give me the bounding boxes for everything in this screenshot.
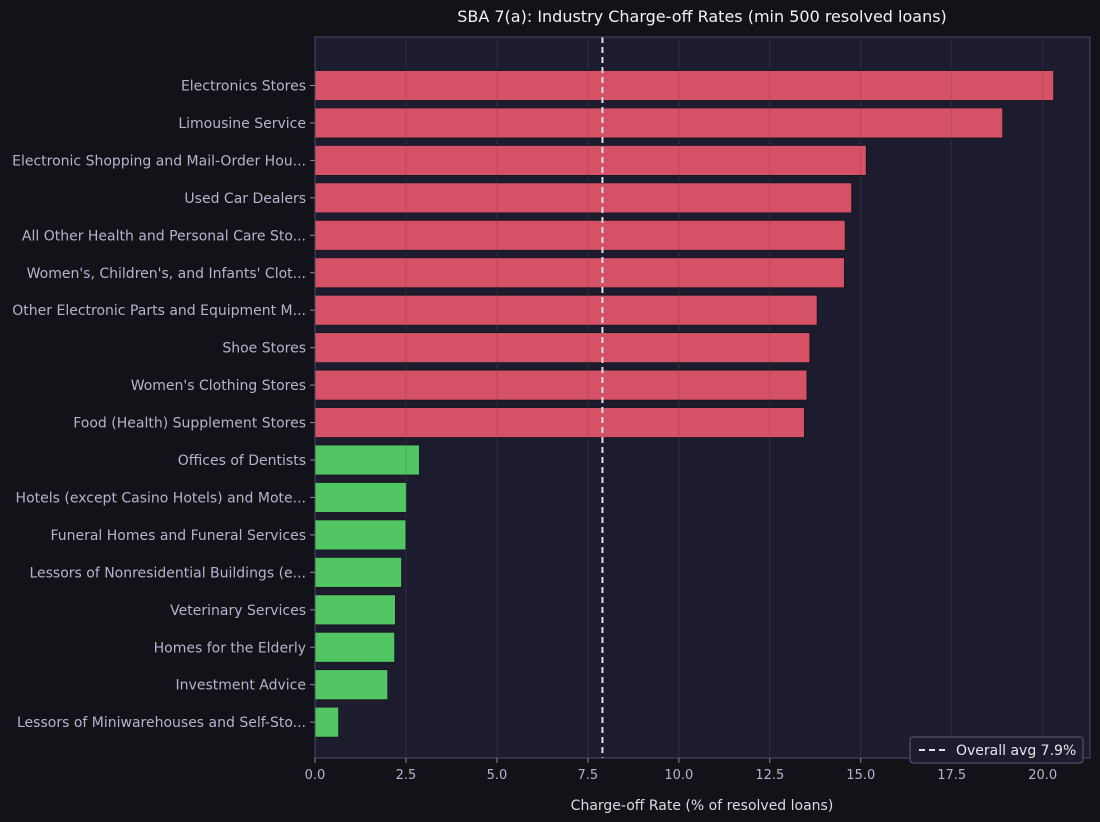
x-tick-label: 20.0 xyxy=(1028,768,1057,783)
bar xyxy=(314,144,867,176)
category-label: Funeral Homes and Funeral Services xyxy=(50,528,306,544)
legend-box xyxy=(909,736,1084,764)
category-label: Limousine Service xyxy=(178,116,306,132)
legend: Overall avg 7.9% xyxy=(909,736,1084,764)
bar xyxy=(314,519,407,551)
x-tick-label: 2.5 xyxy=(396,768,417,783)
category-label: Used Car Dealers xyxy=(184,191,306,207)
x-axis-ticks: 0.0 2.5 5.0 7.5 10.0 12.5 15.0 17.5 20.0 xyxy=(305,758,1057,783)
category-label: Women's, Children's, and Infants' Clot..… xyxy=(27,266,306,282)
category-label: Shoe Stores xyxy=(222,341,306,357)
category-label: Homes for the Elderly xyxy=(154,640,306,656)
bars xyxy=(314,70,1055,738)
legend-label: Overall avg 7.9% xyxy=(956,743,1076,759)
bar xyxy=(314,70,1055,101)
x-tick-label: 17.5 xyxy=(937,768,966,783)
bar xyxy=(314,631,396,663)
x-tick-label: 10.0 xyxy=(664,768,693,783)
chart-title: SBA 7(a): Industry Charge-off Rates (min… xyxy=(457,7,947,26)
bar xyxy=(314,257,845,289)
x-tick-label: 0.0 xyxy=(305,768,326,783)
x-tick-label: 7.5 xyxy=(578,768,599,783)
category-label: Offices of Dentists xyxy=(178,453,306,469)
bar xyxy=(314,219,846,251)
category-labels: Electronics Stores Limousine Service Elect… xyxy=(12,79,315,731)
category-label: Other Electronic Parts and Equipment M..… xyxy=(12,303,306,319)
category-label: Investment Advice xyxy=(176,678,306,694)
bar xyxy=(314,482,408,513)
bar xyxy=(314,107,1004,139)
bar xyxy=(314,706,340,738)
x-tick-label: 12.5 xyxy=(755,768,784,783)
x-axis-label: Charge-off Rate (% of resolved loans) xyxy=(571,798,834,814)
bar xyxy=(314,369,808,401)
category-label: Women's Clothing Stores xyxy=(131,378,306,394)
category-label: Hotels (except Casino Hotels) and Mote..… xyxy=(16,490,306,506)
x-tick-label: 5.0 xyxy=(487,768,508,783)
category-label: Electronic Shopping and Mail-Order Hou..… xyxy=(12,153,306,169)
category-label: Lessors of Nonresidential Buildings (e..… xyxy=(29,565,306,581)
bar xyxy=(314,294,818,326)
bar xyxy=(314,594,396,626)
bar xyxy=(314,407,805,438)
category-label: Food (Health) Supplement Stores xyxy=(73,416,306,432)
category-label: Electronics Stores xyxy=(181,79,306,95)
bar xyxy=(314,556,402,588)
category-label: Veterinary Services xyxy=(170,603,306,619)
category-label: Lessors of Miniwarehouses and Self-Sto..… xyxy=(17,715,306,731)
bar xyxy=(314,669,389,701)
x-tick-label: 15.0 xyxy=(846,768,875,783)
bar xyxy=(314,444,420,476)
bar xyxy=(314,332,811,364)
bar xyxy=(314,182,853,214)
category-label: All Other Health and Personal Care Sto..… xyxy=(22,228,306,244)
plot-border xyxy=(314,36,1091,759)
